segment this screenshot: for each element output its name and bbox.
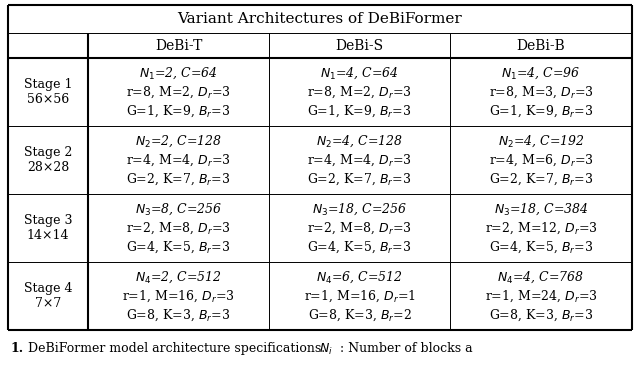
- Text: $N_4$=6, C=512: $N_4$=6, C=512: [316, 269, 403, 285]
- Text: $N_4$=4, C=768: $N_4$=4, C=768: [497, 269, 584, 285]
- Text: Stage 4
7×7: Stage 4 7×7: [24, 282, 72, 310]
- Text: r=8, M=3, $D_r$=3: r=8, M=3, $D_r$=3: [489, 84, 593, 100]
- Text: r=4, M=6, $D_r$=3: r=4, M=6, $D_r$=3: [489, 152, 593, 168]
- Text: G=4, K=5, $B_r$=3: G=4, K=5, $B_r$=3: [307, 239, 412, 255]
- Text: G=2, K=7, $B_r$=3: G=2, K=7, $B_r$=3: [307, 171, 412, 187]
- Text: G=4, K=5, $B_r$=3: G=4, K=5, $B_r$=3: [127, 239, 230, 255]
- Text: Variant Architectures of DeBiFormer: Variant Architectures of DeBiFormer: [178, 12, 462, 26]
- Text: Stage 3
14×14: Stage 3 14×14: [24, 214, 72, 242]
- Text: $N_2$=4, C=192: $N_2$=4, C=192: [498, 133, 584, 149]
- Text: $N_1$=2, C=64: $N_1$=2, C=64: [139, 65, 218, 81]
- Text: $N_1$=4, C=96: $N_1$=4, C=96: [501, 65, 580, 81]
- Text: $N_4$=2, C=512: $N_4$=2, C=512: [135, 269, 222, 285]
- Text: r=1, M=16, $D_r$=3: r=1, M=16, $D_r$=3: [122, 288, 235, 304]
- Text: r=2, M=8, $D_r$=3: r=2, M=8, $D_r$=3: [126, 220, 231, 236]
- Text: DeBiFormer model architecture specifications.: DeBiFormer model architecture specificat…: [24, 342, 329, 355]
- Text: G=8, K=3, $B_r$=3: G=8, K=3, $B_r$=3: [127, 307, 230, 323]
- Text: $N_3$=18, C=256: $N_3$=18, C=256: [312, 201, 407, 217]
- Text: r=4, M=4, $D_r$=3: r=4, M=4, $D_r$=3: [126, 152, 231, 168]
- Text: G=8, K=3, $B_r$=2: G=8, K=3, $B_r$=2: [308, 307, 412, 323]
- Text: 1.: 1.: [10, 342, 23, 355]
- Text: G=1, K=9, $B_r$=3: G=1, K=9, $B_r$=3: [127, 103, 230, 119]
- Text: r=1, M=24, $D_r$=3: r=1, M=24, $D_r$=3: [484, 288, 597, 304]
- Text: $N_2$=4, C=128: $N_2$=4, C=128: [316, 133, 403, 149]
- Text: $N_i$: $N_i$: [319, 342, 333, 357]
- Text: r=2, M=8, $D_r$=3: r=2, M=8, $D_r$=3: [307, 220, 412, 236]
- Text: Stage 2
28×28: Stage 2 28×28: [24, 146, 72, 174]
- Text: G=4, K=5, $B_r$=3: G=4, K=5, $B_r$=3: [489, 239, 593, 255]
- Text: $N_1$=4, C=64: $N_1$=4, C=64: [320, 65, 399, 81]
- Text: r=1, M=16, $D_r$=1: r=1, M=16, $D_r$=1: [303, 288, 415, 304]
- Text: G=8, K=3, $B_r$=3: G=8, K=3, $B_r$=3: [489, 307, 593, 323]
- Text: DeBi-B: DeBi-B: [516, 38, 565, 53]
- Text: G=2, K=7, $B_r$=3: G=2, K=7, $B_r$=3: [127, 171, 230, 187]
- Text: DeBi-T: DeBi-T: [155, 38, 202, 53]
- Text: G=1, K=9, $B_r$=3: G=1, K=9, $B_r$=3: [307, 103, 412, 119]
- Text: $N_3$=8, C=256: $N_3$=8, C=256: [135, 201, 222, 217]
- Text: r=4, M=4, $D_r$=3: r=4, M=4, $D_r$=3: [307, 152, 412, 168]
- Text: G=1, K=9, $B_r$=3: G=1, K=9, $B_r$=3: [489, 103, 593, 119]
- Text: r=8, M=2, $D_r$=3: r=8, M=2, $D_r$=3: [126, 84, 231, 100]
- Text: G=2, K=7, $B_r$=3: G=2, K=7, $B_r$=3: [489, 171, 593, 187]
- Text: Stage 1
56×56: Stage 1 56×56: [24, 78, 72, 106]
- Text: r=8, M=2, $D_r$=3: r=8, M=2, $D_r$=3: [307, 84, 412, 100]
- Text: r=2, M=12, $D_r$=3: r=2, M=12, $D_r$=3: [484, 220, 597, 236]
- Text: $N_2$=2, C=128: $N_2$=2, C=128: [135, 133, 222, 149]
- Text: $N_3$=18, C=384: $N_3$=18, C=384: [494, 201, 588, 217]
- Text: DeBi-S: DeBi-S: [335, 38, 383, 53]
- Text: : Number of blocks a: : Number of blocks a: [340, 342, 472, 355]
